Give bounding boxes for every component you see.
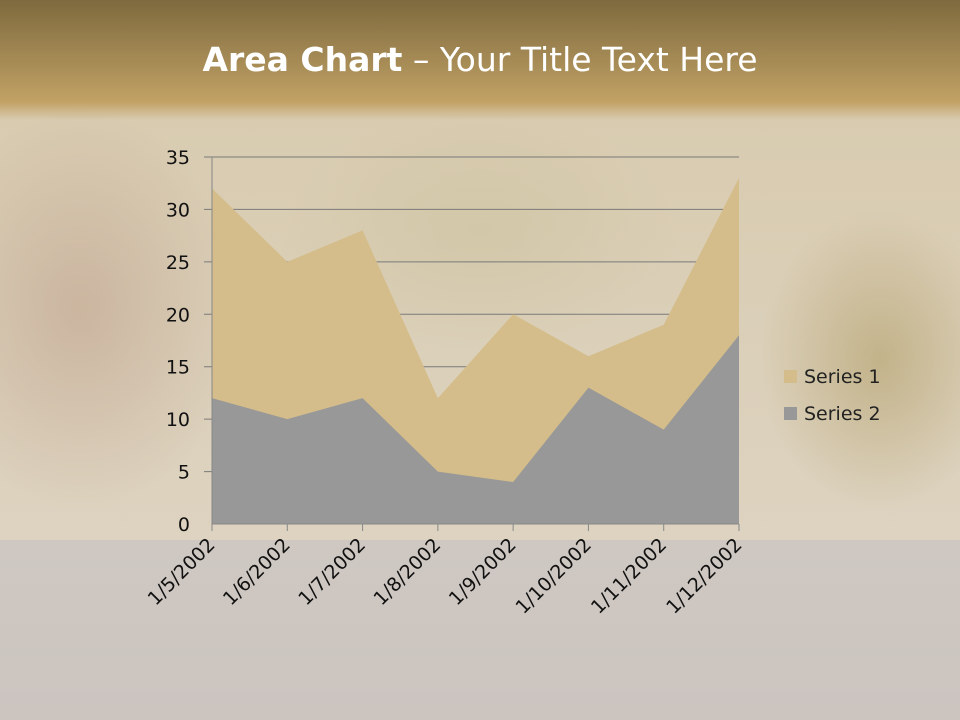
title-rest: – Your Title Text Here [402, 40, 758, 79]
title-bold: Area Chart [202, 40, 403, 79]
legend-swatch [784, 370, 797, 383]
y-tick-label: 0 [178, 514, 190, 536]
x-tick-label: 1/10/2002 [512, 534, 596, 618]
legend-item-series-1: Series 1 [784, 358, 881, 395]
legend: Series 1 Series 2 [784, 358, 881, 432]
y-tick-label: 15 [166, 357, 190, 379]
slide-title: Area Chart – Your Title Text Here [0, 40, 960, 79]
x-tick-label: 1/11/2002 [587, 534, 671, 618]
legend-item-series-2: Series 2 [784, 395, 881, 432]
legend-label: Series 2 [804, 402, 881, 425]
legend-swatch [784, 407, 797, 420]
x-tick-label: 1/8/2002 [369, 534, 445, 610]
y-tick-label: 25 [166, 252, 190, 274]
y-tick-label: 30 [166, 199, 190, 221]
y-tick-label: 20 [166, 304, 190, 326]
area-series-2 [212, 335, 739, 524]
title-bar [0, 0, 960, 120]
legend-label: Series 1 [804, 365, 881, 388]
x-tick-label: 1/12/2002 [662, 534, 746, 618]
y-tick-label: 5 [178, 462, 190, 484]
x-tick-label: 1/6/2002 [219, 534, 295, 610]
x-tick-label: 1/7/2002 [294, 534, 370, 610]
x-tick-label: 1/9/2002 [445, 534, 521, 610]
x-tick-label: 1/5/2002 [144, 534, 220, 610]
y-tick-label: 35 [166, 147, 190, 169]
y-tick-label: 10 [166, 409, 190, 431]
